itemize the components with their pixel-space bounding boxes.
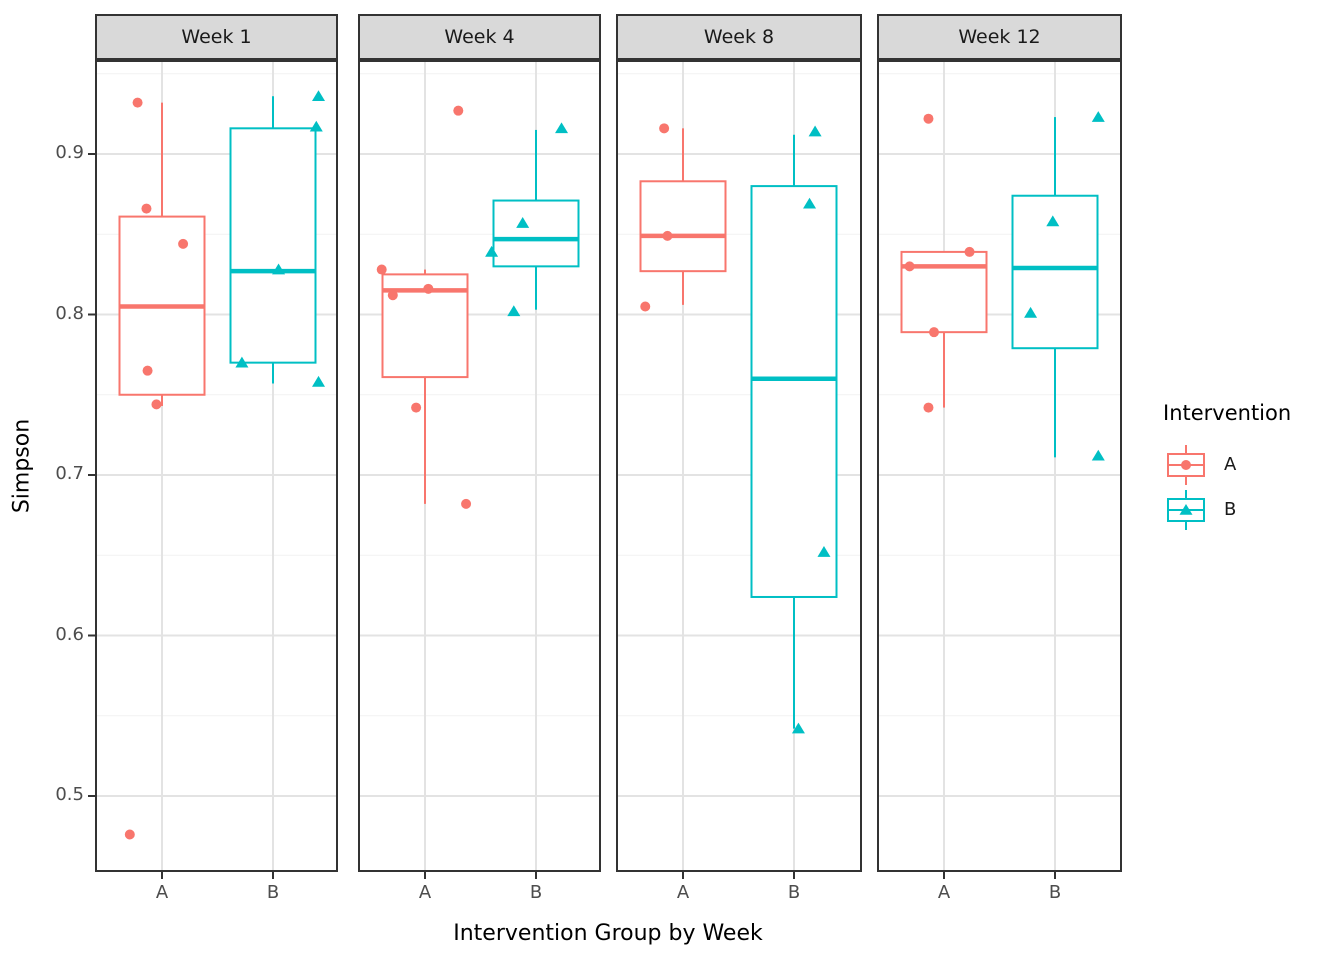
jitter-point [461,498,472,509]
x-tick-label-week12-b: B [1048,882,1062,903]
facet-strip-week8: Week 8 [616,14,862,60]
y-tick-label-0.9: 0.9 [55,142,84,163]
box [492,199,580,268]
boxplot-week1-a [118,97,206,840]
jitter-point [923,402,934,413]
legend-label-a: A [1224,454,1237,475]
panel-week4 [358,60,601,872]
jitter-point [1024,306,1038,318]
boxplot-week8-a [639,123,727,312]
jitter-point [423,283,434,294]
jitter-point [1046,215,1060,227]
y-axis-title: Simpson [9,418,35,514]
box [900,250,988,334]
facet-marks-week1 [97,62,336,870]
jitter-point [791,722,805,734]
legend-key-circle-icon [1181,460,1191,470]
jitter-point [141,203,152,214]
facet-strip-week1: Week 1 [95,14,338,60]
facet-marks-week12 [879,62,1120,870]
x-tick-label-week4-a: A [418,882,432,903]
jitter-point [662,230,673,241]
jitter-point [516,217,530,228]
jitter-point [640,301,651,312]
jitter-point [485,245,499,257]
jitter-point [803,197,817,209]
box [750,185,838,598]
jitter-point [453,105,464,116]
jitter-point [312,90,326,102]
jitter-point [178,238,189,249]
facet-strip-label: Week 8 [703,26,775,48]
jitter-point [124,829,135,840]
jitter-point [923,113,934,124]
legend-key-a [1167,445,1205,485]
jitter-point [235,356,249,368]
jitter-point [309,120,323,132]
box [639,180,727,273]
jitter-point [376,264,387,275]
jitter-point [411,402,422,413]
y-tick-label-0.7: 0.7 [55,463,84,484]
x-tick-label-week1-a: A [155,882,169,903]
x-axis-title: Intervention Group by Week [453,921,763,946]
box [1011,194,1099,350]
box [229,127,317,364]
facet-strip-label: Week 4 [444,26,515,48]
boxplot-week4-a [376,105,472,509]
jitter-point [929,327,940,338]
boxplot-week1-b [229,90,326,387]
facet-strip-week4: Week 4 [358,14,601,60]
jitter-point [387,290,398,301]
y-tick-label-0.8: 0.8 [55,303,84,324]
facet-strip-label: Week 12 [958,26,1041,48]
jitter-point [507,305,521,317]
x-tick-label-week4-b: B [529,882,543,903]
legend-title: Intervention [1163,401,1292,425]
boxplot-week12-a [900,113,988,413]
boxplot-week8-b [750,125,838,734]
jitter-point [1091,449,1105,461]
jitter-point [142,365,153,376]
boxplot-week12-b [1011,111,1105,461]
y-tick-label-0.5: 0.5 [55,784,84,805]
jitter-point [151,399,162,410]
jitter-point [964,246,975,257]
jitter-point [272,263,286,275]
boxplot-week4-b [485,122,580,317]
x-tick-label-week12-a: A [937,882,951,903]
legend-label-b: B [1224,499,1237,520]
jitter-point [312,375,326,387]
jitter-point [904,261,915,272]
jitter-point [132,97,143,108]
x-tick-label-week8-a: A [676,882,690,903]
y-tick-label-0.6: 0.6 [55,624,84,645]
x-tick-label-week8-b: B [787,882,801,903]
jitter-point [808,125,822,137]
facet-marks-week8 [618,62,860,870]
legend-key-triangle-icon [1179,504,1193,515]
jitter-point [817,546,831,557]
jitter-point [555,122,569,134]
x-tick-label-week1-b: B [266,882,280,903]
jitter-point [659,123,670,134]
legend-key-b [1167,490,1205,530]
facet-strip-label: Week 1 [181,26,252,48]
jitter-point [1091,111,1105,122]
facet-marks-week4 [360,62,599,870]
facet-strip-week12: Week 12 [877,14,1122,60]
